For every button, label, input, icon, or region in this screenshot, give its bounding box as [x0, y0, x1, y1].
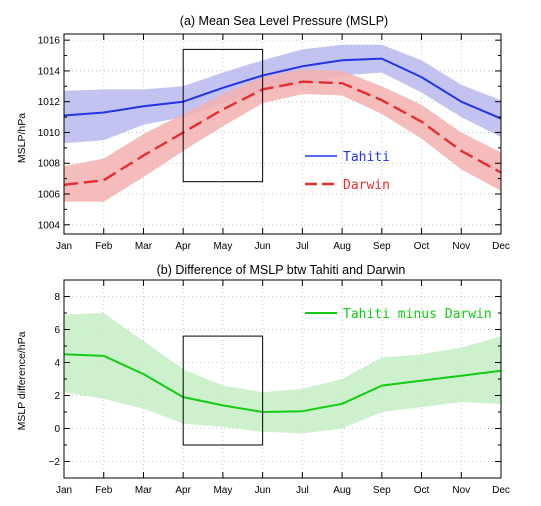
- x-tick-label: Sep: [373, 485, 391, 496]
- band-tahiti: [64, 44, 501, 144]
- panel-b: (b) Difference of MSLP btw Tahiti and Da…: [16, 263, 510, 496]
- y-tick-label: 1012: [38, 97, 61, 108]
- panel-a-title: (a) Mean Sea Level Pressure (MSLP): [180, 14, 388, 28]
- y-tick-label: 2: [54, 391, 60, 402]
- x-tick-label: Nov: [452, 485, 470, 496]
- x-tick-label: Jan: [56, 485, 72, 496]
- panel-b-title: (b) Difference of MSLP btw Tahiti and Da…: [157, 263, 406, 277]
- panel-a: (a) Mean Sea Level Pressure (MSLP) MSLP/…: [16, 14, 510, 252]
- panel-b-lines: [63, 353, 502, 413]
- x-tick-label: Oct: [414, 241, 430, 252]
- x-tick-label: Feb: [95, 485, 113, 496]
- panel-a-frame: [63, 33, 502, 235]
- x-tick-label: Oct: [414, 485, 430, 496]
- panel-a-bands: [64, 44, 501, 202]
- x-tick-label: Apr: [175, 241, 191, 252]
- series-line-tahiti-minus-darwin: [63, 353, 502, 413]
- panel-a-axes: Jan Feb Mar Apr May Jun Jul Aug Sep Oct Nov Dec 1004…: [38, 34, 510, 252]
- y-tick-label: −2: [49, 457, 61, 468]
- x-tick-label: Aug: [333, 241, 351, 252]
- x-tick-label: Jul: [296, 241, 309, 252]
- x-tick-label: Dec: [492, 241, 510, 252]
- panel-a-highlight-box: [182, 48, 264, 183]
- legend-tahiti-label: Tahiti: [343, 150, 390, 165]
- x-tick-label: Dec: [492, 485, 510, 496]
- x-tick-label: Apr: [175, 485, 191, 496]
- x-tick-label: Aug: [333, 485, 351, 496]
- x-tick-label: Nov: [452, 241, 470, 252]
- x-tick-label: Jun: [255, 241, 271, 252]
- panel-a-legend: Tahiti Darwin: [305, 150, 390, 193]
- y-tick-label: 6: [54, 325, 60, 336]
- legend-darwin-label: Darwin: [343, 178, 390, 193]
- x-tick-label: Mar: [135, 485, 153, 496]
- band-darwin: [64, 69, 501, 202]
- panel-b-ylabel: MSLP difference/hPa: [16, 331, 28, 430]
- x-tick-label: Mar: [135, 241, 153, 252]
- panel-b-legend: Tahiti minus Darwin: [305, 307, 492, 322]
- series-line-darwin: [63, 80, 502, 186]
- y-tick-label: 0: [54, 424, 60, 435]
- panel-b-axes: Jan Feb Mar Apr May Jun Jul Aug Sep Oct Nov Dec −2 0 2…: [49, 280, 510, 496]
- panel-a-ylabel: MSLP/hPa: [16, 113, 28, 163]
- x-tick-label: Feb: [95, 241, 113, 252]
- y-tick-label: 1016: [38, 36, 61, 47]
- x-tick-label: Jun: [255, 485, 271, 496]
- panel-b-highlight-box: [182, 335, 264, 446]
- y-tick-label: 4: [54, 358, 60, 369]
- legend-difference-label: Tahiti minus Darwin: [343, 307, 492, 322]
- y-tick-label: 1006: [38, 190, 61, 201]
- series-line-tahiti: [63, 57, 502, 120]
- panel-b-bands: [64, 313, 501, 434]
- y-tick-label: 1004: [38, 220, 61, 231]
- x-tick-label: Jan: [56, 241, 72, 252]
- y-tick-label: 1008: [38, 159, 61, 170]
- y-tick-label: 1010: [38, 128, 61, 139]
- y-tick-label: 8: [54, 292, 60, 303]
- x-tick-label: Sep: [373, 241, 391, 252]
- band-tahiti-minus-darwin: [64, 313, 501, 434]
- x-tick-label: May: [213, 241, 232, 252]
- y-tick-label: 1014: [38, 66, 61, 77]
- panel-a-lines: [63, 57, 502, 186]
- x-tick-label: May: [213, 485, 232, 496]
- x-tick-label: Jul: [296, 485, 309, 496]
